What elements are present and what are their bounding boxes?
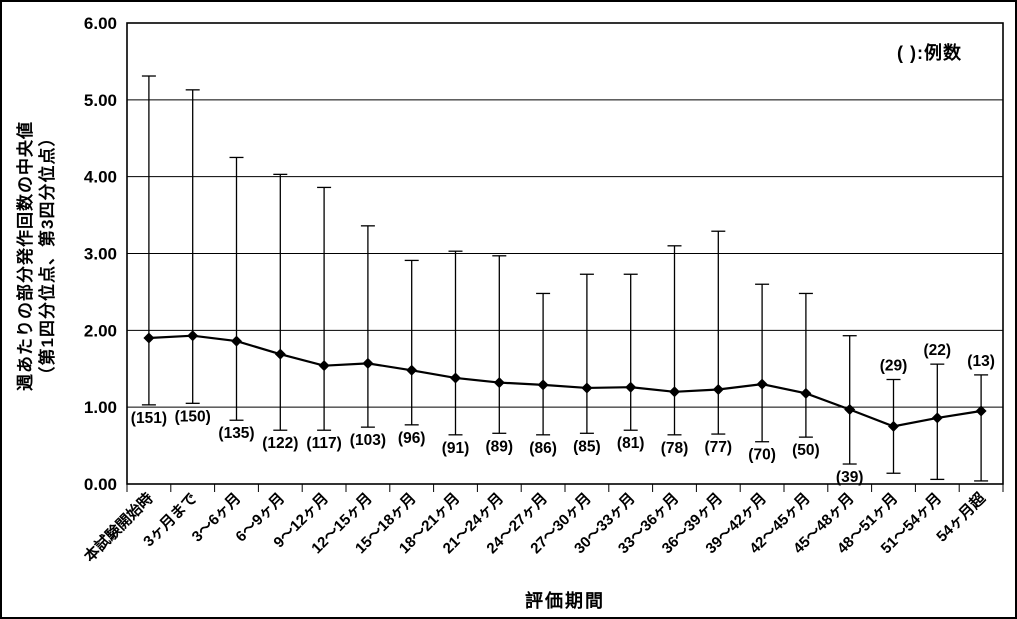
data-point-marker — [669, 386, 680, 398]
data-point-marker — [888, 420, 899, 432]
x-axis-title: 評価期間 — [525, 591, 605, 611]
data-point-marker — [318, 360, 330, 372]
n-count-label: (29) — [880, 358, 908, 375]
legend-note: ( ):例数 — [897, 43, 962, 63]
y-tick-label: 4.00 — [84, 168, 117, 187]
n-count-label: (39) — [836, 469, 864, 486]
n-count-label: (70) — [748, 447, 776, 464]
y-tick-label: 1.00 — [84, 398, 117, 417]
data-point-marker — [493, 377, 505, 389]
y-axis-title-line1: 週あたりの部分発作回数の中央値 — [16, 121, 35, 391]
n-count-label: (85) — [573, 438, 601, 455]
data-point-marker — [143, 332, 155, 344]
y-tick-label: 6.00 — [84, 14, 117, 33]
data-point-marker — [975, 405, 987, 417]
y-tick-label: 5.00 — [84, 91, 117, 110]
n-count-label: (96) — [398, 430, 426, 447]
n-count-label: (77) — [705, 439, 733, 456]
data-point-marker — [844, 403, 856, 415]
x-category-label: 54ヶ月超 — [933, 488, 990, 545]
n-count-label: (135) — [218, 425, 254, 442]
x-category-label: 本試験開始時 — [80, 489, 156, 565]
data-point-marker — [581, 382, 593, 394]
y-tick-label: 2.00 — [84, 321, 117, 340]
data-point-marker — [800, 387, 812, 399]
n-count-label: (81) — [617, 435, 645, 452]
n-count-label: (91) — [442, 440, 470, 457]
n-count-label: (50) — [792, 442, 820, 459]
data-point-marker — [931, 412, 943, 424]
n-count-label: (117) — [306, 435, 341, 452]
n-count-label: (13) — [967, 353, 995, 370]
data-point-marker — [406, 364, 418, 376]
n-count-label: (103) — [350, 432, 386, 449]
data-point-marker — [625, 381, 637, 393]
median-line — [148, 334, 982, 428]
n-count-label: (78) — [661, 440, 689, 457]
data-point-marker — [537, 379, 549, 391]
y-tick-label: 3.00 — [84, 245, 117, 264]
n-count-label: (151) — [131, 410, 167, 427]
data-point-marker — [274, 348, 286, 360]
n-count-label: (150) — [175, 408, 211, 425]
data-point-marker — [712, 383, 724, 395]
data-point-marker — [231, 335, 242, 347]
y-axis-title-line2: （第1四分位点、第3四分位点） — [38, 128, 57, 384]
n-count-label: (86) — [529, 440, 557, 457]
data-point-marker — [187, 330, 199, 342]
n-count-label: (22) — [924, 342, 952, 359]
y-tick-label: 0.00 — [84, 475, 117, 494]
n-count-label: (122) — [262, 435, 298, 452]
data-point-marker — [756, 378, 768, 390]
data-point-marker — [362, 357, 374, 369]
data-point-marker — [450, 372, 461, 384]
n-count-label: (89) — [486, 438, 514, 455]
y-axis-title: 週あたりの部分発作回数の中央値 （第1四分位点、第3四分位点） — [15, 15, 59, 497]
